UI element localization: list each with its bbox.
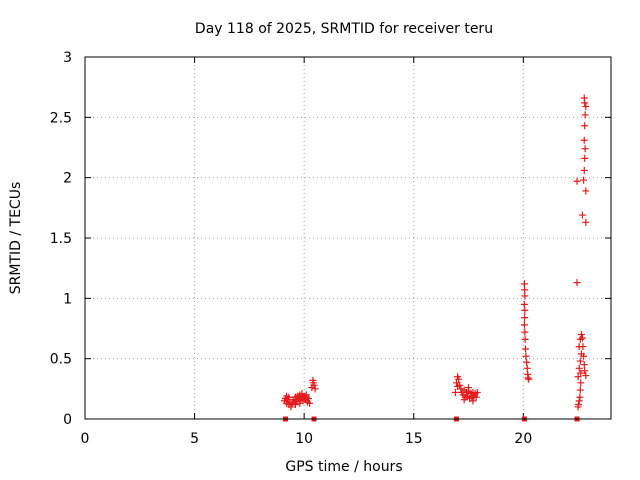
ticks-layer: 0 5 10 15 20 0 0.5 1 1.5 2 2.5 3 — [50, 50, 611, 447]
data-point — [287, 403, 295, 411]
data-point — [523, 358, 531, 366]
x-tick-label: 5 — [190, 431, 199, 447]
chart-title: Day 118 of 2025, SRMTID for receiver ter… — [195, 21, 493, 37]
data-point — [473, 388, 481, 396]
data-point — [580, 361, 588, 369]
data-point — [581, 145, 589, 153]
data-point — [580, 136, 588, 144]
data-point — [521, 292, 529, 300]
data-point — [465, 384, 473, 392]
data-point — [523, 364, 531, 372]
data-point — [573, 279, 581, 287]
data-point — [575, 364, 583, 372]
data-point — [575, 401, 583, 409]
y-tick-label: 1 — [63, 291, 72, 307]
y-tick-label: 2.5 — [50, 110, 72, 126]
data-point — [580, 176, 588, 184]
data-point — [576, 393, 584, 401]
x-tick-label: 10 — [295, 431, 313, 447]
plot-frame — [84, 56, 612, 420]
data-point — [580, 352, 588, 360]
y-tick-label: 3 — [63, 50, 72, 66]
data-point — [520, 321, 528, 329]
data-point — [582, 372, 590, 380]
data-point — [296, 399, 304, 407]
data-point — [521, 314, 529, 322]
data-point — [575, 397, 583, 405]
data-point — [581, 154, 589, 162]
data-point — [581, 122, 589, 130]
data-point — [521, 335, 529, 343]
data-point — [582, 102, 590, 110]
data-point — [283, 392, 291, 400]
data-point — [455, 375, 463, 383]
data-point — [522, 345, 530, 353]
data-point — [582, 218, 590, 226]
data-point — [581, 111, 589, 119]
data-point — [573, 177, 581, 185]
data-point — [520, 300, 528, 308]
data-point — [525, 375, 533, 383]
data-point — [520, 280, 528, 288]
data-point — [580, 166, 588, 174]
grid-layer — [85, 57, 611, 419]
x-axis-label: GPS time / hours — [285, 459, 402, 475]
data-point — [472, 393, 480, 401]
y-tick-label: 1.5 — [50, 231, 72, 247]
data-point — [521, 328, 529, 336]
x-tick-label: 0 — [81, 431, 90, 447]
y-axis-label: SRMTID / TECUs — [8, 182, 24, 295]
data-point — [577, 369, 585, 377]
data-point — [574, 373, 582, 381]
x-tick-label: 20 — [514, 431, 532, 447]
data-point — [302, 391, 310, 399]
data-point — [306, 399, 314, 407]
data-point — [521, 286, 529, 294]
data-point — [524, 374, 532, 382]
data-point — [579, 343, 587, 351]
data-point — [305, 394, 313, 402]
y-tick-label: 0 — [63, 412, 72, 428]
y-tick-label: 0.5 — [50, 352, 72, 368]
data-point — [576, 357, 584, 365]
data-point — [579, 334, 587, 342]
data-point — [522, 352, 530, 360]
data-layer — [280, 94, 590, 422]
data-point — [311, 385, 319, 393]
data-point — [460, 396, 468, 404]
data-point — [454, 382, 462, 390]
data-point — [469, 397, 477, 405]
data-point — [309, 379, 317, 387]
data-point — [582, 187, 590, 195]
data-point — [451, 388, 459, 396]
data-point — [579, 211, 587, 219]
data-point — [576, 386, 584, 394]
data-point — [580, 94, 588, 102]
x-tick-label: 15 — [405, 431, 423, 447]
data-point — [521, 306, 529, 314]
data-point — [577, 379, 585, 387]
data-point — [581, 367, 589, 375]
y-tick-label: 2 — [63, 171, 72, 187]
data-point — [291, 401, 299, 409]
data-point — [577, 331, 585, 339]
data-point — [298, 390, 306, 398]
